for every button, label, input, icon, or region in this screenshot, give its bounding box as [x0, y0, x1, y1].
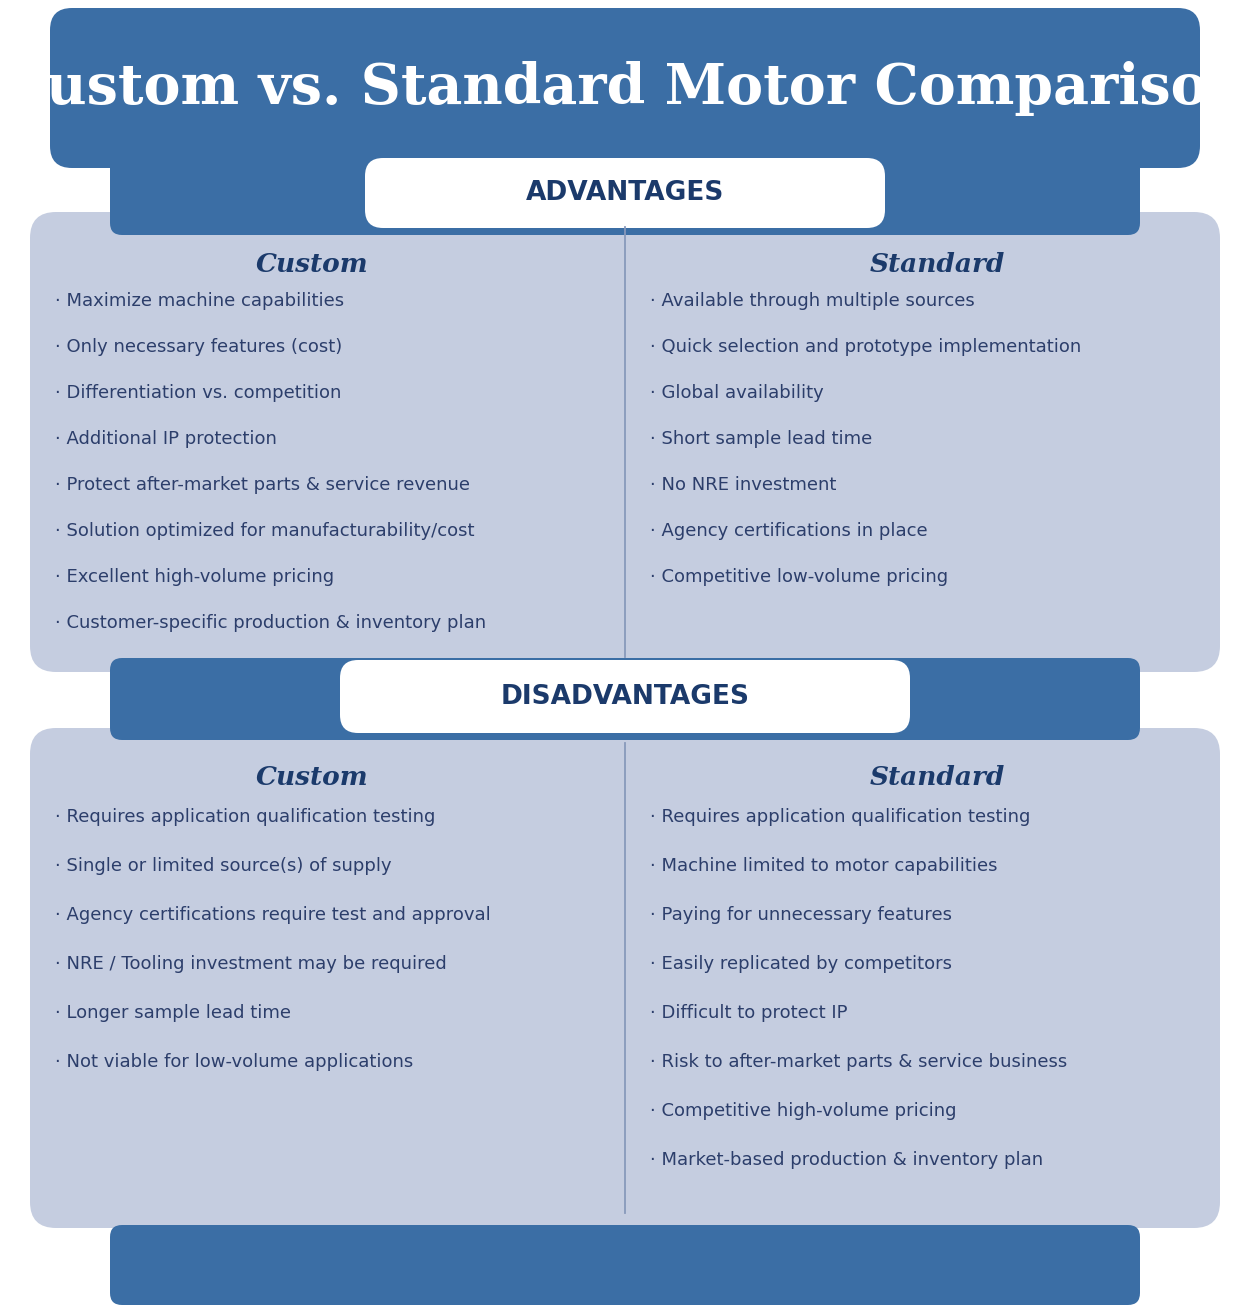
Text: · Not viable for low-volume applications: · Not viable for low-volume applications — [55, 1053, 414, 1071]
Text: · Requires application qualification testing: · Requires application qualification tes… — [650, 807, 1030, 826]
Text: · Longer sample lead time: · Longer sample lead time — [55, 1004, 291, 1022]
Text: ADVANTAGES: ADVANTAGES — [526, 180, 724, 206]
FancyBboxPatch shape — [340, 660, 910, 733]
Text: · Customer-specific production & inventory plan: · Customer-specific production & invento… — [55, 614, 486, 632]
FancyBboxPatch shape — [50, 8, 1200, 168]
Text: · Available through multiple sources: · Available through multiple sources — [650, 291, 975, 310]
Text: · Competitive low-volume pricing: · Competitive low-volume pricing — [650, 569, 949, 586]
Text: · No NRE investment: · No NRE investment — [650, 477, 836, 494]
Text: · Protect after-market parts & service revenue: · Protect after-market parts & service r… — [55, 477, 470, 494]
Text: · Agency certifications in place: · Agency certifications in place — [650, 523, 928, 540]
FancyBboxPatch shape — [110, 155, 1140, 235]
Text: · Requires application qualification testing: · Requires application qualification tes… — [55, 807, 435, 826]
Text: · Easily replicated by competitors: · Easily replicated by competitors — [650, 955, 952, 973]
Text: · Market-based production & inventory plan: · Market-based production & inventory pl… — [650, 1152, 1042, 1169]
Text: Custom: Custom — [256, 765, 369, 790]
Text: · Machine limited to motor capabilities: · Machine limited to motor capabilities — [650, 857, 998, 874]
Text: Standard: Standard — [870, 252, 1005, 277]
Text: · Differentiation vs. competition: · Differentiation vs. competition — [55, 383, 341, 402]
Text: · Difficult to protect IP: · Difficult to protect IP — [650, 1004, 848, 1022]
Text: · Excellent high-volume pricing: · Excellent high-volume pricing — [55, 569, 334, 586]
Text: · Competitive high-volume pricing: · Competitive high-volume pricing — [650, 1102, 956, 1120]
FancyBboxPatch shape — [110, 1225, 1140, 1305]
FancyBboxPatch shape — [30, 727, 1220, 1228]
Text: · Additional IP protection: · Additional IP protection — [55, 429, 278, 448]
Text: · Global availability: · Global availability — [650, 383, 824, 402]
FancyBboxPatch shape — [110, 658, 1140, 741]
Text: · Single or limited source(s) of supply: · Single or limited source(s) of supply — [55, 857, 391, 874]
FancyBboxPatch shape — [30, 211, 1220, 672]
Text: Custom: Custom — [256, 252, 369, 277]
FancyBboxPatch shape — [365, 158, 885, 228]
Text: · NRE / Tooling investment may be required: · NRE / Tooling investment may be requir… — [55, 955, 446, 973]
Text: · Paying for unnecessary features: · Paying for unnecessary features — [650, 906, 952, 924]
Text: · Solution optimized for manufacturability/cost: · Solution optimized for manufacturabili… — [55, 523, 475, 540]
Text: · Risk to after-market parts & service business: · Risk to after-market parts & service b… — [650, 1053, 1068, 1071]
Text: · Maximize machine capabilities: · Maximize machine capabilities — [55, 291, 344, 310]
Text: · Quick selection and prototype implementation: · Quick selection and prototype implemen… — [650, 337, 1081, 356]
Text: · Agency certifications require test and approval: · Agency certifications require test and… — [55, 906, 491, 924]
Text: · Only necessary features (cost): · Only necessary features (cost) — [55, 337, 343, 356]
Text: · Short sample lead time: · Short sample lead time — [650, 429, 872, 448]
Text: Custom vs. Standard Motor Comparison: Custom vs. Standard Motor Comparison — [2, 60, 1248, 116]
Text: DISADVANTAGES: DISADVANTAGES — [500, 684, 750, 709]
Text: Standard: Standard — [870, 765, 1005, 790]
